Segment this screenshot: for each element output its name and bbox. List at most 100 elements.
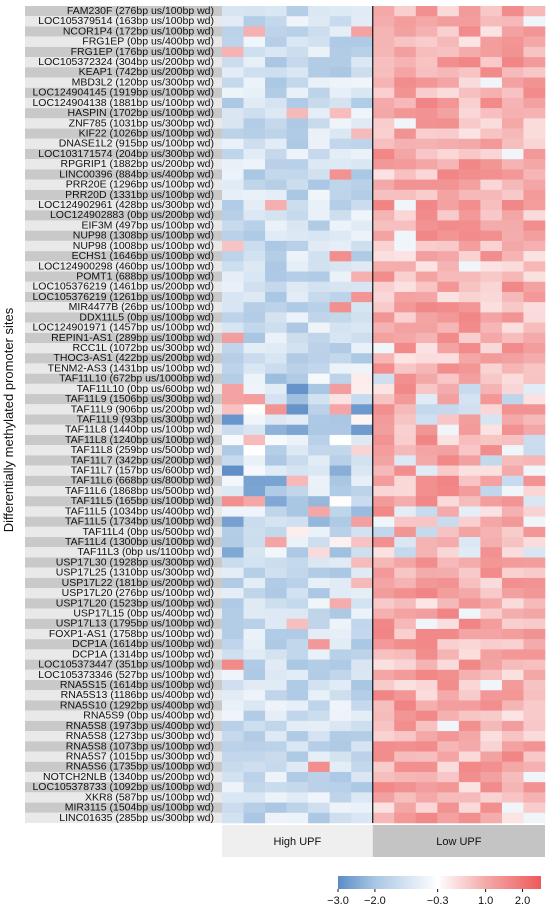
heatmap-cell — [458, 148, 481, 160]
heatmap-cell — [351, 516, 374, 528]
heatmap-cell — [523, 302, 546, 313]
heatmap-cell — [286, 465, 309, 477]
heatmap-cell — [394, 792, 417, 803]
heatmap-cell — [222, 751, 244, 763]
heatmap-cell — [394, 659, 417, 671]
heatmap-cell — [351, 434, 374, 446]
heatmap-cell — [243, 465, 266, 477]
heatmap-cell — [394, 169, 417, 180]
heatmap-cell — [501, 680, 524, 691]
heatmap-cell — [372, 36, 395, 48]
heatmap-cell — [243, 812, 266, 824]
heatmap-cell — [243, 710, 266, 722]
row-label-background — [25, 751, 222, 762]
heatmap-cell — [415, 445, 438, 456]
heatmap-cell — [480, 414, 503, 426]
heatmap-cell — [308, 455, 330, 466]
heatmap-cell — [372, 618, 395, 630]
heatmap-cell — [329, 189, 352, 201]
heatmap-cell — [372, 588, 395, 599]
heatmap-cell — [480, 434, 503, 446]
heatmap-cell — [501, 761, 524, 773]
heatmap-cell — [394, 731, 417, 742]
heatmap-cell — [243, 6, 266, 17]
heatmap-cell — [243, 261, 266, 272]
row-label: LOC105373346 (527bp us/100bp wd) — [38, 669, 214, 681]
heatmap-cell — [329, 792, 352, 803]
heatmap-cell — [523, 659, 546, 671]
heatmap-cell — [523, 812, 546, 824]
row-label: LOC105376219 (1261bp us/100bp wd) — [32, 291, 214, 303]
heatmap-cell — [480, 537, 503, 548]
row-label: LOC105379514 (163bp us/100bp wd) — [38, 15, 214, 27]
heatmap-cell — [415, 802, 438, 814]
heatmap-cell — [372, 475, 395, 487]
heatmap-cell — [480, 547, 503, 558]
heatmap-cell — [372, 261, 395, 272]
heatmap-cell — [501, 251, 524, 262]
heatmap-cell — [351, 557, 374, 568]
row-label: PRR20D (1331bp us/100bp wd) — [65, 189, 214, 201]
heatmap-cell — [329, 230, 352, 242]
heatmap-cell — [351, 669, 374, 681]
heatmap-cell — [394, 424, 417, 436]
heatmap-cell — [222, 26, 244, 37]
heatmap-cell — [523, 77, 546, 88]
heatmap-cell — [415, 414, 438, 426]
heatmap-cell — [329, 261, 352, 272]
heatmap-cell — [501, 291, 524, 303]
row-label-background — [25, 36, 222, 47]
heatmap-cell — [501, 169, 524, 180]
heatmap-cell — [243, 700, 266, 711]
heatmap-cell — [372, 189, 395, 201]
heatmap-cell — [222, 741, 244, 752]
heatmap-cell — [329, 669, 352, 681]
heatmap-cell — [286, 261, 309, 272]
heatmap-cell — [308, 496, 330, 507]
heatmap-cell — [329, 465, 352, 477]
heatmap-cell — [501, 771, 524, 783]
heatmap-cell — [265, 577, 287, 589]
heatmap-cell — [480, 322, 503, 334]
heatmap-cell — [523, 87, 546, 99]
heatmap-cell — [243, 485, 266, 497]
heatmap-cell — [394, 690, 417, 701]
heatmap-cell — [501, 281, 524, 293]
heatmap-cell — [286, 169, 309, 180]
heatmap-cell — [523, 782, 546, 793]
heatmap-cell — [394, 332, 417, 344]
heatmap-cell — [265, 128, 287, 140]
heatmap-cell — [222, 812, 244, 824]
heatmap-cell — [480, 220, 503, 231]
heatmap-cell — [243, 312, 266, 323]
heatmap-cell — [480, 506, 503, 517]
heatmap-cell — [415, 588, 438, 599]
heatmap-cell — [437, 618, 460, 630]
heatmap-cell — [265, 710, 287, 722]
heatmap-cell — [501, 710, 524, 722]
heatmap-cell — [308, 710, 330, 722]
heatmap-cell — [329, 618, 352, 630]
heatmap-cell — [286, 57, 309, 68]
heatmap-cell — [222, 608, 244, 620]
heatmap-cell — [329, 383, 352, 395]
heatmap-cell — [351, 761, 374, 773]
heatmap-cell — [394, 618, 417, 630]
heatmap-cell — [308, 240, 330, 252]
heatmap-cell — [286, 77, 309, 88]
heatmap-cell — [523, 332, 546, 344]
row-label-background — [25, 108, 222, 119]
row-label-background — [25, 577, 222, 589]
heatmap-cell — [372, 414, 395, 426]
heatmap-cell — [437, 210, 460, 221]
heatmap-cell — [286, 588, 309, 599]
heatmap-cell — [480, 261, 503, 272]
heatmap-cell — [286, 240, 309, 252]
heatmap-cell — [308, 782, 330, 793]
heatmap-cell — [372, 465, 395, 477]
heatmap-cell — [415, 97, 438, 109]
heatmap-cell — [501, 77, 524, 88]
heatmap-cell — [480, 577, 503, 589]
heatmap-cell — [415, 332, 438, 344]
heatmap-cell — [501, 240, 524, 252]
